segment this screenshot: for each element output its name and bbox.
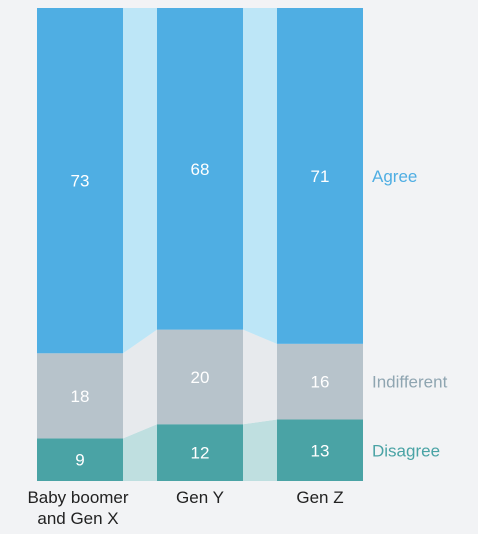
value-label-agree-gen-y: 68 <box>191 160 210 179</box>
bar-segment-agree-gen-y <box>157 8 243 330</box>
series-label-indifferent: Indifferent <box>372 373 448 392</box>
bar-segment-indifferent-gen-z <box>277 343 363 420</box>
value-label-disagree-gen-y: 12 <box>191 444 210 463</box>
bar-segment-disagree-gen-z <box>277 419 363 481</box>
series-label-disagree: Disagree <box>372 441 440 460</box>
value-label-agree-baby-boomer-and-gen-x: 73 <box>71 172 90 191</box>
series-label-agree: Agree <box>372 167 417 186</box>
category-label-gen-z: Gen Z <box>296 488 343 507</box>
bar-segments <box>37 8 363 481</box>
connector-agree-2-3 <box>243 8 277 344</box>
connector-disagree-1-2 <box>123 424 157 481</box>
connector-bands <box>123 8 277 481</box>
bar-segment-disagree-baby-boomer-and-gen-x <box>37 438 123 481</box>
value-label-disagree-baby-boomer-and-gen-x: 9 <box>75 451 84 470</box>
value-label-disagree-gen-z: 13 <box>311 441 330 460</box>
connector-indifferent-1-2 <box>123 329 157 439</box>
connector-indifferent-2-3 <box>243 329 277 425</box>
bar-segment-agree-gen-z <box>277 8 363 344</box>
value-labels: 9 18 73 12 20 68 13 16 71 <box>71 160 330 470</box>
value-label-indifferent-gen-y: 20 <box>191 368 210 387</box>
category-label-gen-y: Gen Y <box>176 488 224 507</box>
category-label-baby-boomer-and-gen-x-line-2: and Gen X <box>37 509 118 528</box>
connector-disagree-2-3 <box>243 419 277 481</box>
value-label-indifferent-gen-z: 16 <box>311 373 330 392</box>
category-label-baby-boomer-and-gen-x-line-1: Baby boomer <box>27 488 128 507</box>
connector-agree-1-2 <box>123 8 157 354</box>
bar-segment-agree-baby-boomer-and-gen-x <box>37 8 123 354</box>
bar-segment-indifferent-gen-y <box>157 329 243 425</box>
category-labels: Baby boomer and Gen X Gen Y Gen Z <box>27 488 343 528</box>
series-labels: Disagree Indifferent Agree <box>372 167 448 460</box>
value-label-indifferent-baby-boomer-and-gen-x: 18 <box>71 387 90 406</box>
value-label-agree-gen-z: 71 <box>311 167 330 186</box>
bar-segment-indifferent-baby-boomer-and-gen-x <box>37 353 123 439</box>
bar-segment-disagree-gen-y <box>157 424 243 481</box>
